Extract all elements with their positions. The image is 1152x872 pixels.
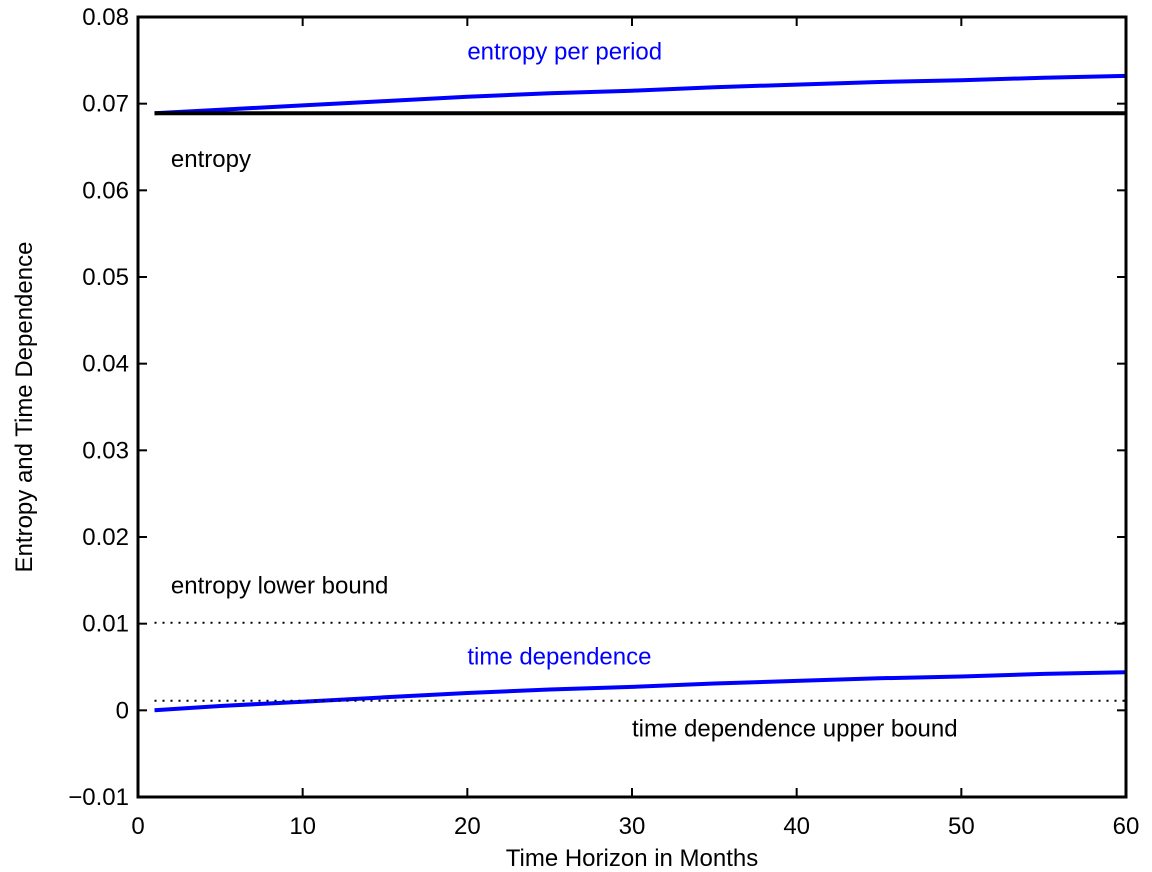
annotation-entropy: entropy bbox=[171, 146, 251, 173]
annotations: entropy per period entropy entropy lower b… bbox=[171, 38, 958, 742]
x-tick-label: 50 bbox=[948, 813, 975, 840]
x-tick-label: 10 bbox=[289, 813, 316, 840]
annotation-entropy-per-period: entropy per period bbox=[467, 38, 662, 65]
x-tick-label: 60 bbox=[1113, 813, 1140, 840]
annotation-entropy-lower-bound: entropy lower bound bbox=[171, 572, 388, 599]
y-tick-label: 0.06 bbox=[82, 177, 129, 204]
y-tick-label: 0.08 bbox=[82, 4, 129, 31]
series-lines bbox=[154, 73, 1127, 713]
y-tick-label: 0 bbox=[116, 697, 129, 724]
plot-frame bbox=[136, 15, 1128, 799]
annotation-time-dependence-upper-bound: time dependence upper bound bbox=[632, 715, 958, 742]
x-tick-label: 40 bbox=[783, 813, 810, 840]
y-tick-label: 0.04 bbox=[82, 351, 129, 378]
x-tick-label: 20 bbox=[454, 813, 481, 840]
annotation-time-dependence: time dependence bbox=[467, 643, 651, 670]
series-line-time-dependence bbox=[154, 670, 1127, 713]
y-axis-ticks: −0.01 0 0.01 0.02 0.03 0.04 0.05 0.06 0.07 0.08 bbox=[68, 4, 1126, 811]
y-tick-label: −0.01 bbox=[68, 784, 129, 811]
series-line-entropy-per-period bbox=[154, 73, 1127, 116]
y-tick-label: 0.02 bbox=[82, 524, 129, 551]
y-tick-label: 0.07 bbox=[82, 91, 129, 118]
y-tick-label: 0.03 bbox=[82, 437, 129, 464]
y-axis-title: Entropy and Time Dependence bbox=[11, 242, 38, 573]
x-axis-title: Time Horizon in Months bbox=[506, 845, 759, 872]
x-tick-label: 30 bbox=[619, 813, 646, 840]
y-tick-label: 0.05 bbox=[82, 264, 129, 291]
y-tick-label: 0.01 bbox=[82, 611, 129, 638]
x-tick-label: 0 bbox=[131, 813, 144, 840]
x-axis-ticks: 0 10 20 30 40 50 60 bbox=[131, 17, 1139, 840]
